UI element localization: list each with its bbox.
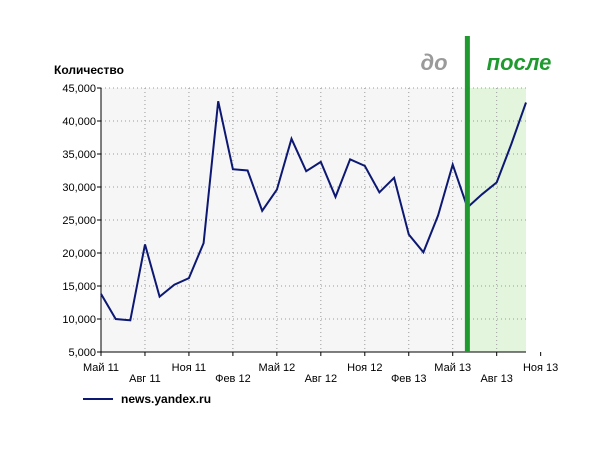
- y-tick-label: 5,000: [68, 347, 96, 359]
- x-tick-label: Фев 13: [391, 373, 427, 385]
- annotation-before: до: [420, 50, 447, 75]
- y-tick-label: 20,000: [62, 248, 96, 260]
- series-layer: [100, 100, 527, 322]
- y-tick-label: 45,000: [62, 83, 96, 95]
- legend-label: news.yandex.ru: [121, 392, 211, 406]
- series-line: [100, 100, 527, 322]
- y-tick-label: 25,000: [62, 215, 96, 227]
- gridlines: [101, 87, 526, 352]
- x-tick-label: Авг 11: [129, 373, 161, 385]
- y-axis-label: Количество: [54, 63, 124, 77]
- y-tick-label: 30,000: [62, 182, 96, 194]
- annotation-after: после: [487, 50, 552, 75]
- x-tick-label: Май 12: [258, 362, 295, 374]
- legend: news.yandex.ru: [83, 392, 211, 406]
- x-tick-label: Ноя 13: [523, 362, 558, 374]
- axes: [97, 87, 542, 356]
- x-tick-label: Май 11: [83, 362, 119, 374]
- x-tick-label: Ноя 12: [347, 362, 382, 374]
- y-tick-label: 15,000: [62, 281, 96, 293]
- x-tick-label: Ноя 11: [172, 362, 207, 374]
- x-tick-label: Май 13: [434, 362, 471, 374]
- tick-labels: 5,000 10,000 15,000 20,000 25,000 30,000 35,00…: [62, 83, 558, 385]
- x-tick-label: Авг 13: [480, 373, 512, 385]
- y-tick-label: 40,000: [62, 116, 96, 128]
- x-tick-label: Авг 12: [305, 373, 337, 385]
- y-tick-label: 10,000: [62, 314, 96, 326]
- x-tick-label: Фев 12: [215, 373, 251, 385]
- y-tick-label: 35,000: [62, 149, 96, 161]
